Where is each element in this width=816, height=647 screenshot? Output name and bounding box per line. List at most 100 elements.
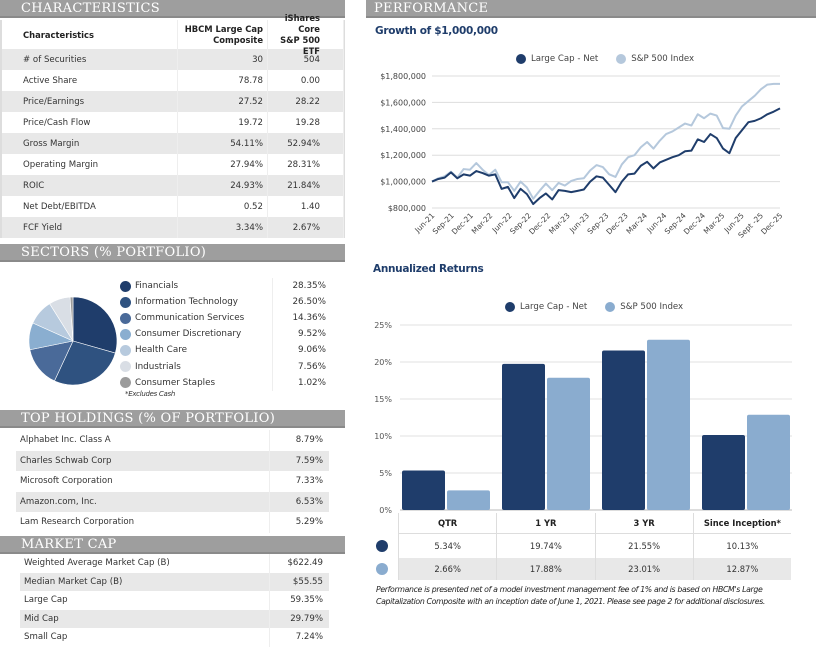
characteristics-header: CHARACTERISTICS (0, 0, 345, 18)
row-label: Amazon.com, Inc. (20, 496, 97, 507)
benchmark-value: 2.67% (267, 217, 344, 238)
bar-net-1-yr (502, 363, 545, 510)
growth-chart-title: Growth of $1,000,000 (375, 25, 498, 37)
benchmark-value: 52.94% (267, 133, 344, 154)
row-label: Operating Margin (1, 154, 177, 175)
sector-item: Financials 28.35% (120, 278, 326, 295)
composite-value: 3.34% (177, 217, 267, 238)
table-row: Weighted Average Market Cap (B) $622.49 (20, 554, 329, 573)
composite-value: 19.72 (177, 112, 267, 133)
row-value: 5.29% (269, 512, 329, 533)
sector-value: 14.36% (292, 313, 326, 324)
series-line-sp500-index (431, 82, 780, 200)
composite-value: 27.52 (177, 91, 267, 112)
benchmark-value: 504 (267, 49, 344, 70)
legend-item-net: Large Cap - Net (505, 302, 587, 312)
y-tick-label: 0% (379, 506, 392, 515)
y-tick-label: 10% (374, 432, 392, 441)
composite-value: 27.94% (177, 154, 267, 175)
returns-header-qtr: QTR (398, 513, 497, 534)
row-value: $622.49 (269, 554, 329, 573)
header-composite: HBCM Large Cap Composite (177, 20, 267, 49)
returns-table: QTR 1 YR 3 YR Since Inception* 5.34% 19.… (376, 513, 791, 580)
benchmark-value: 28.22 (267, 91, 344, 112)
y-tick-label: 5% (379, 469, 392, 478)
row-value: 7.24% (269, 628, 329, 647)
legend-dot-net (505, 302, 515, 312)
returns-chart-legend: Large Cap - Net S&P 500 Index (505, 302, 701, 312)
x-tick-label: Dec-25 (759, 211, 784, 236)
characteristics-row: FCF Yield 3.34% 2.67% (1, 217, 344, 238)
returns-header-1yr: 1 YR (496, 513, 595, 534)
sectors-header: SECTORS (% PORTFOLIO) (0, 244, 345, 262)
index-series-dot (376, 563, 388, 575)
sector-value: 7.56% (298, 361, 326, 372)
sector-color-dot (120, 296, 131, 308)
sector-value: 26.50% (292, 297, 326, 308)
x-tick-label: Mar-25 (702, 211, 727, 236)
row-label: Gross Margin (1, 133, 177, 154)
composite-value: 0.52 (177, 196, 267, 217)
pie-slice-financials (72, 296, 118, 354)
returns-row-index: 2.66% 17.88% 23.01% 12.87% (376, 558, 791, 580)
row-value: 7.59% (269, 450, 329, 471)
sector-value: 1.02% (298, 377, 326, 388)
characteristics-table: Characteristics HBCM Large Cap Composite … (0, 13, 345, 238)
row-label: Lam Research Corporation (20, 517, 135, 528)
market-cap-table: Weighted Average Market Cap (B) $622.49 Me… (20, 554, 329, 647)
header-benchmark: iShares Core S&P 500 ETF (267, 13, 344, 56)
row-label: FCF Yield (1, 217, 177, 238)
benchmark-value: 1.40 (267, 196, 344, 217)
characteristics-row: Net Debt/EBITDA 0.52 1.40 (1, 196, 344, 217)
header-composite-line1: HBCM Large Cap (184, 23, 263, 34)
row-label: Net Debt/EBITDA (1, 196, 177, 217)
bar-index-3-yr (647, 339, 690, 510)
top-holdings-header: TOP HOLDINGS (% OF PORTFOLIO) (0, 410, 345, 428)
x-tick-label: Mar-23 (547, 211, 572, 236)
returns-chart-title: Annualized Returns (373, 263, 484, 275)
benchmark-value: 0.00 (267, 70, 344, 91)
legend-label-net: Large Cap - Net (531, 54, 599, 64)
returns-cell: 12.87% (692, 558, 791, 580)
sectors-panel: Financials 28.35% Information Technology 26… (0, 272, 345, 402)
bar-index-1-yr (547, 377, 590, 510)
row-value: 6.53% (269, 491, 329, 512)
row-label: ROIC (1, 175, 177, 196)
row-label: Alphabet Inc. Class A (20, 435, 111, 446)
table-row: Amazon.com, Inc. 6.53% (16, 491, 329, 512)
table-row: Lam Research Corporation 5.29% (16, 512, 329, 533)
sector-item: Communication Services 14.36% (120, 310, 326, 327)
growth-chart-legend: Large Cap - Net S&P 500 Index (516, 54, 712, 64)
sector-name: Communication Services (135, 310, 273, 327)
table-row: Large Cap 59.35% (20, 591, 329, 610)
net-series-dot (376, 540, 388, 552)
table-row: Mid Cap 29.79% (20, 609, 329, 628)
legend-item-index: S&P 500 Index (616, 54, 694, 64)
sector-legend: Financials 28.35% Information Technology 26… (120, 278, 326, 391)
returns-header-3yr: 3 YR (594, 513, 693, 534)
composite-value: 30 (177, 49, 267, 70)
performance-disclaimer: Performance is presented net of a model … (376, 585, 766, 606)
bar-net-since-inception- (702, 435, 745, 510)
sector-value: 9.52% (298, 329, 326, 340)
table-row: Small Cap 7.24% (20, 628, 329, 647)
x-tick-label: Dec-21 (450, 211, 475, 236)
bar-index-since-inception- (747, 414, 790, 510)
sector-item: Information Technology 26.50% (120, 294, 326, 311)
returns-bar-chart: 0% 5% 10% 15% 20% 25% (374, 321, 792, 515)
characteristics-row: Price/Earnings 27.52 28.22 (1, 91, 344, 112)
series-line-large-cap-net (431, 107, 781, 206)
legend-label-index: S&P 500 Index (620, 302, 684, 312)
x-tick-label: Dec-23 (604, 211, 629, 236)
bar-net-qtr (402, 470, 445, 510)
y-tick-label: $1,200,000 (380, 151, 426, 160)
composite-value: 78.78 (177, 70, 267, 91)
top-holdings-table: Alphabet Inc. Class A 8.79% Charles Schwab… (16, 430, 329, 533)
characteristics-row: Gross Margin 54.11% 52.94% (1, 133, 344, 154)
benchmark-value: 19.28 (267, 112, 344, 133)
y-tick-label: 20% (374, 358, 392, 367)
returns-cell: 2.66% (398, 558, 497, 580)
y-tick-label: $1,000,000 (380, 178, 426, 187)
row-value: 29.79% (269, 609, 329, 628)
header-benchmark-line2: S&P 500 ETF (280, 34, 320, 56)
